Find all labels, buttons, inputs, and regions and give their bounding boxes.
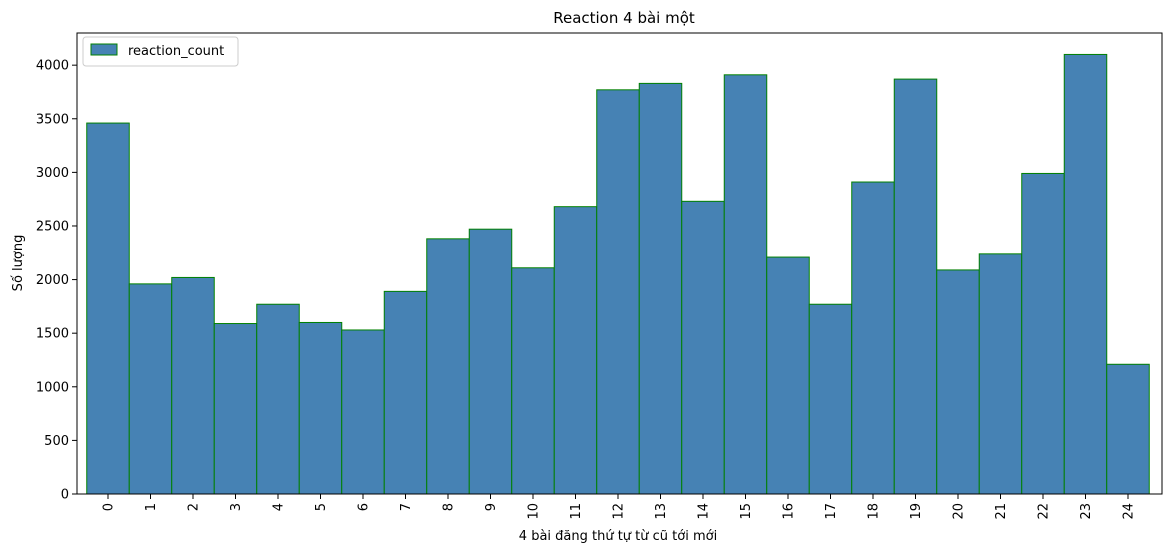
x-tick-label: 3	[229, 503, 244, 511]
bar-6	[341, 329, 385, 495]
x-tick-label: 17	[824, 503, 839, 520]
x-tick-label: 10	[527, 503, 542, 520]
y-tick-label: 3500	[36, 112, 69, 127]
x-tick-label: 4	[272, 503, 287, 511]
bar-12	[596, 89, 640, 495]
y-tick-label: 1000	[36, 380, 69, 395]
legend-frame	[82, 36, 239, 67]
y-tick-label: 500	[44, 434, 69, 449]
x-tick-label: 18	[867, 503, 882, 520]
y-tick-label: 1500	[36, 327, 69, 342]
legend-label: reaction_count	[128, 44, 224, 59]
y-tick-label: 2500	[36, 219, 69, 234]
x-axis: 0 1 2 3 4 5 6 7 8 9 10 11 12 13 14 15 16 17 18 19 20 21 22 23 24	[102, 494, 1137, 520]
y-axis: 0 500 1000 1500 2000 2500 3000 3500 4000	[36, 59, 77, 503]
x-tick-label: 23	[1079, 503, 1094, 520]
x-tick-label: 19	[909, 503, 924, 520]
bar-24	[1106, 363, 1150, 495]
bars-group	[86, 53, 1150, 495]
x-tick-label: 13	[654, 503, 669, 520]
y-tick-label: 0	[61, 488, 69, 503]
bar-16	[766, 256, 810, 495]
y-tick-label: 4000	[36, 59, 69, 74]
plot-frame	[76, 32, 1163, 495]
bar-7	[383, 290, 428, 495]
x-axis-label: 4 bài đăng thứ tự từ cũ tới mới	[519, 529, 717, 544]
bar-21	[978, 253, 1023, 495]
y-tick-label: 2000	[36, 273, 69, 288]
x-tick-label: 24	[1122, 503, 1137, 520]
x-tick-label: 0	[102, 503, 117, 511]
bar-20	[936, 269, 980, 495]
y-tick-label: 3000	[36, 166, 69, 181]
x-tick-label: 1	[144, 503, 159, 511]
x-tick-label: 12	[612, 503, 627, 520]
bar-15	[723, 74, 768, 495]
x-tick-label: 14	[697, 503, 712, 520]
x-tick-label: 5	[314, 503, 329, 511]
x-tick-label: 6	[357, 503, 372, 511]
x-tick-label: 21	[994, 503, 1009, 520]
y-axis-label: Số lượng	[11, 235, 26, 292]
bar-23	[1063, 53, 1108, 495]
bar-14	[681, 200, 725, 495]
bar-4	[256, 303, 300, 495]
x-tick-label: 2	[187, 503, 202, 511]
bar-19	[893, 78, 938, 495]
bar-8	[426, 238, 470, 495]
x-tick-label: 11	[569, 503, 584, 520]
bar-18	[851, 181, 895, 495]
bar-2	[171, 276, 215, 495]
x-tick-label: 8	[442, 503, 457, 511]
x-tick-label: 9	[484, 503, 499, 511]
x-tick-label: 7	[399, 503, 414, 511]
bar-17	[808, 303, 853, 495]
bar-5	[298, 321, 343, 495]
legend-swatch	[90, 43, 118, 56]
bar-13	[638, 82, 683, 495]
x-tick-label: 22	[1037, 503, 1052, 520]
bar-11	[553, 206, 598, 495]
x-tick-label: 15	[739, 503, 754, 520]
bar-9	[468, 228, 513, 495]
bar-1	[128, 283, 173, 495]
legend: reaction_count	[82, 36, 239, 67]
bar-3	[213, 323, 258, 495]
bar-10	[511, 267, 555, 495]
x-tick-label: 20	[952, 503, 967, 520]
bar-0	[86, 122, 130, 495]
bar-22	[1021, 172, 1065, 495]
chart-title: Reaction 4 bài một	[553, 9, 695, 27]
x-tick-label: 16	[782, 503, 797, 520]
